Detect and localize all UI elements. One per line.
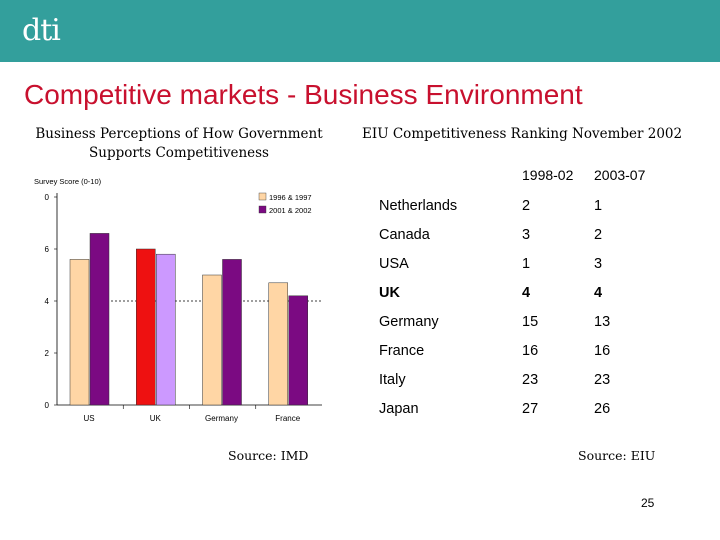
y-tick-label: 2: [45, 349, 50, 358]
rank-2003-07-cell: 13: [594, 314, 611, 330]
rank-1998-02-cell: 16: [522, 343, 539, 359]
bar-uk-2: [156, 253, 176, 406]
y-tick-label: 4: [45, 297, 50, 306]
y-tick-label: 6: [45, 245, 50, 254]
chart-heading: Business Perceptions of How Government S…: [35, 126, 323, 161]
x-tick-label: UK: [150, 414, 162, 423]
chart-source: Source: IMD: [228, 448, 309, 463]
rank-2003-07-cell: 23: [594, 372, 611, 388]
dti-logo: dti: [22, 13, 61, 48]
rank-1998-02-cell: 27: [522, 401, 539, 417]
bar-uk-1: [136, 248, 156, 406]
bar-germany-2: [222, 259, 242, 406]
header-bar: dti: [0, 0, 720, 62]
legend-swatch: [258, 192, 267, 201]
x-tick-label: US: [83, 414, 94, 423]
bar-france-2: [288, 295, 308, 406]
country-cell: UK: [379, 285, 400, 301]
ranking-column-header-1: 1998-02: [522, 167, 574, 183]
rank-1998-02-cell: 3: [522, 227, 531, 243]
legend-label: 2001 & 2002: [269, 206, 312, 215]
country-cell: France: [379, 343, 425, 359]
ranking-source: Source: EIU: [578, 448, 656, 463]
country-cell: Canada: [379, 227, 430, 243]
rank-2003-07-cell: 3: [594, 256, 603, 272]
slide-title: Competitive markets - Business Environme…: [24, 79, 583, 110]
legend-label: 1996 & 1997: [269, 193, 312, 202]
rank-1998-02-cell: 4: [522, 285, 531, 301]
rank-1998-02-cell: 23: [522, 372, 539, 388]
y-axis-title: Survey Score (0-10): [34, 177, 102, 186]
page-number: 25: [641, 496, 655, 510]
country-cell: Italy: [379, 372, 406, 388]
country-cell: Netherlands: [379, 198, 458, 214]
y-tick-label: 0: [45, 193, 50, 202]
rank-2003-07-cell: 26: [594, 401, 611, 417]
x-tick-label: France: [275, 414, 300, 423]
country-cell: Japan: [379, 401, 419, 417]
bar-germany-1: [202, 274, 222, 406]
bar-us-2: [89, 233, 110, 406]
rank-2003-07-cell: 4: [594, 285, 603, 301]
rank-1998-02-cell: 1: [522, 256, 531, 272]
rank-1998-02-cell: 2: [522, 198, 531, 214]
x-tick-label: Germany: [205, 414, 238, 423]
bar-chart: Survey Score (0-10) 0 2 4 6 0 US UK Germany Franc…: [34, 177, 322, 423]
rank-2003-07-cell: 1: [594, 198, 603, 214]
rank-1998-02-cell: 15: [522, 314, 539, 330]
country-cell: USA: [379, 256, 409, 272]
ranking-column-header-2: 2003-07: [594, 167, 646, 183]
rank-2003-07-cell: 2: [594, 227, 603, 243]
rank-2003-07-cell: 16: [594, 343, 611, 359]
ranking-heading: EIU Competitiveness Ranking November 200…: [362, 126, 683, 142]
y-tick-label: 0: [45, 401, 50, 410]
legend-swatch: [258, 205, 267, 214]
bar-france-1: [268, 282, 288, 406]
country-cell: Germany: [379, 314, 439, 330]
bar-us-1: [69, 259, 90, 406]
